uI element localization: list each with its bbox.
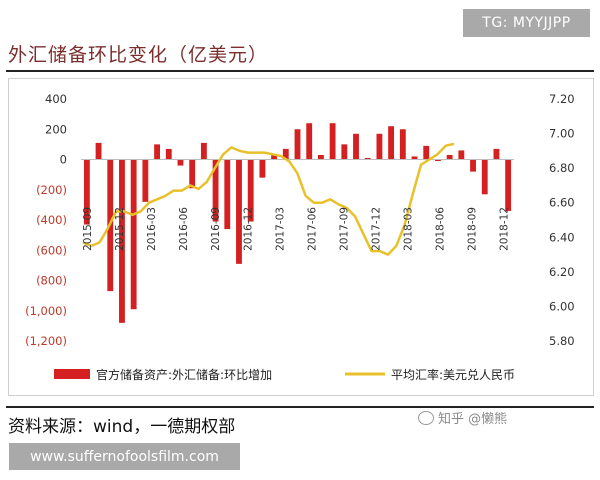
bar [282,148,289,160]
right-axis-ticks: 7.20 7.00 6.80 6.60 6.40 6.20 6.00 5.80 [549,92,575,348]
bar [470,159,476,172]
url-badge: www.suffernofoolsfilm.com [9,443,240,470]
x-tick-label: 2015-12 [114,207,126,251]
source-text: 资料来源：wind，一德期权部 [8,417,236,437]
source-divider [6,406,594,408]
page-title: 外汇储备环比变化（亿美元） [8,44,269,66]
bar [177,159,184,166]
legend-swatch-bars [54,369,90,379]
bar [212,159,219,222]
x-tick-label: 2016-09 [210,207,222,251]
bar [376,133,383,160]
tg-badge: TG: MYYJJPP [463,9,590,37]
bar [399,129,406,160]
x-tick-label: 2016-03 [146,207,158,251]
bar [341,144,348,160]
left-tick-label: 200 [45,122,67,136]
legend-label-line: 平均汇率:美元兑人民币 [391,367,515,382]
bar [119,159,125,323]
bar [458,150,465,160]
bar [247,159,254,222]
left-tick-label: 0 [60,153,67,167]
bar [446,154,453,160]
chart-svg: 400 200 0 (200) (400) (600) (800) (1,000) (1,200… [25,92,575,382]
x-tick-label: 2016-12 [242,207,254,251]
left-tick-label: (1,000) [25,304,67,318]
bar [154,144,160,160]
right-tick-label: 7.20 [549,92,575,106]
x-tick-label: 2017-03 [274,207,286,251]
x-tick-label: 2016-06 [178,207,190,251]
left-tick-label: (1,200) [25,334,67,348]
bar [271,154,278,160]
bar [189,159,196,189]
watermark-text: 知乎 @懒熊 [438,412,508,427]
bar [329,123,336,160]
x-tick-label: 2018-09 [467,207,479,251]
right-tick-label: 6.60 [549,196,575,210]
x-tick-label: 2017-06 [306,207,318,251]
bar [306,123,313,160]
bar [435,159,441,162]
chart-frame: 400 200 0 (200) (400) (600) (800) (1,000) (1,200… [8,78,594,396]
bar [364,157,371,160]
left-axis-ticks: 400 200 0 (200) (400) (600) (800) (1,000) (1,200… [25,92,67,348]
bar [493,148,500,160]
bar [294,129,301,160]
bar [481,159,488,195]
bar [130,159,137,310]
right-tick-label: 6.00 [549,299,575,313]
right-tick-label: 7.00 [549,127,575,141]
legend: 官方储备资产:外汇储备:环比增加 平均汇率:美元兑人民币 [54,367,515,382]
bar [236,159,242,264]
x-tick-label: 2017-09 [338,207,350,251]
bar [259,159,266,178]
bar [317,154,324,160]
x-tick-label: 2018-03 [403,207,415,251]
left-tick-label: (200) [36,183,67,197]
right-tick-label: 6.40 [549,230,575,244]
bar [411,156,418,160]
x-axis-ticks: 2015-09 2015-12 2016-03 2016-06 2016-09 2016-… [82,207,511,251]
rate-line [82,142,455,256]
legend-label-bars: 官方储备资产:外汇储备:环比增加 [96,367,272,382]
left-tick-label: (800) [36,274,67,288]
bar [423,145,430,160]
watermark: 知乎 @懒熊 [418,408,507,427]
x-tick-label: 2017-12 [370,207,382,251]
bar [142,159,149,202]
bar [505,159,512,211]
title-divider [6,70,594,72]
bar [224,159,231,230]
right-tick-label: 6.80 [549,161,575,175]
x-tick-label: 2015-09 [82,207,94,251]
bar [95,142,102,160]
bar [200,142,207,160]
left-tick-label: (600) [36,243,67,257]
left-tick-label: 400 [45,92,67,106]
bar [83,159,90,225]
zhihu-logo-icon [418,410,434,425]
x-tick-label: 2018-06 [435,207,447,251]
left-tick-label: (400) [36,213,67,227]
right-tick-label: 6.20 [549,265,575,279]
bar [165,148,172,160]
right-tick-label: 5.80 [549,334,575,348]
bar [353,133,359,160]
bar [388,126,395,160]
x-tick-label: 2018-12 [499,207,511,251]
